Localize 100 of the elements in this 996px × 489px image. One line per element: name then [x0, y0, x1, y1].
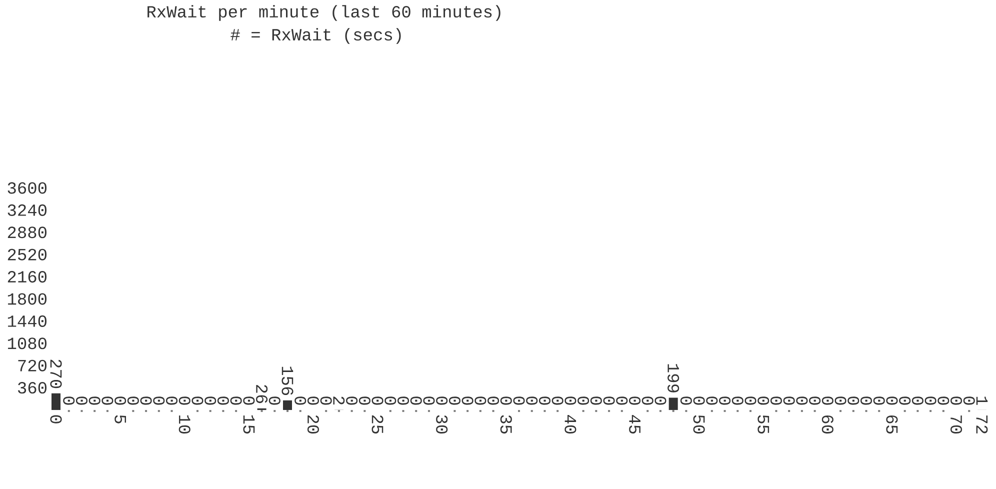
data-label: 26 — [256, 384, 268, 404]
y-tick-label: 2520 — [8, 248, 46, 260]
x-tick-label: 55 — [758, 415, 770, 434]
data-label: 0 — [744, 396, 756, 405]
data-label: 0 — [448, 396, 460, 405]
y-tick-label: 3600 — [8, 182, 46, 194]
data-label: 0 — [462, 396, 474, 405]
data-label: 0 — [732, 396, 744, 405]
x-tick-label: 72 — [976, 416, 988, 434]
data-label: 0 — [796, 396, 808, 405]
data-label: 0 — [886, 396, 898, 405]
data-label: 199 — [668, 364, 680, 392]
data-label: 0 — [706, 396, 718, 405]
data-label: 0 — [500, 396, 512, 405]
data-label: 2 — [333, 396, 345, 404]
data-label: 0 — [654, 396, 666, 405]
x-tick-label: 65 — [886, 415, 898, 434]
data-label: 0 — [230, 396, 242, 405]
data-label: 0 — [834, 396, 846, 405]
data-label: 0 — [88, 396, 100, 405]
x-tick-label: 20 — [307, 415, 319, 434]
data-label: 0 — [538, 396, 550, 405]
data-label: 0 — [526, 396, 538, 405]
x-tick-label: 40 — [564, 415, 576, 434]
data-label: 0 — [873, 396, 885, 405]
bar — [52, 393, 61, 410]
y-tick-label: 2160 — [8, 271, 46, 283]
data-label: 0 — [628, 396, 641, 405]
data-label: 0 — [860, 396, 872, 405]
data-label: 0 — [320, 396, 332, 405]
data-label: 0 — [384, 396, 396, 405]
data-label: 0 — [358, 396, 370, 405]
data-label: 0 — [127, 396, 139, 405]
y-tick-label: 1440 — [8, 315, 46, 327]
data-label: 0 — [616, 396, 628, 405]
x-tick-label: 5 — [114, 415, 126, 424]
data-label: 0 — [192, 396, 204, 405]
data-label: 0 — [436, 396, 448, 405]
x-tick-label: 0 — [50, 415, 62, 424]
data-label: 0 — [603, 396, 615, 405]
data-label: 156 — [282, 366, 294, 396]
data-label: 0 — [809, 396, 821, 405]
data-label: 0 — [488, 396, 500, 405]
data-label: 0 — [372, 396, 384, 405]
data-label: 0 — [963, 396, 975, 405]
data-label: 270 — [50, 360, 62, 388]
data-label: 0 — [924, 396, 936, 405]
data-label: 0 — [346, 396, 358, 405]
data-label: 0 — [474, 396, 486, 405]
data-label: 0 — [140, 396, 152, 405]
y-tick-label: 1080 — [8, 338, 46, 350]
chart-subtitle: # = RxWait (secs) — [230, 28, 401, 44]
data-label: 0 — [552, 396, 564, 405]
data-label: 0 — [912, 396, 924, 405]
y-tick-label: 2880 — [8, 226, 46, 238]
data-label: 0 — [693, 396, 705, 405]
data-label: 0 — [950, 396, 962, 405]
x-tick-label: 10 — [178, 415, 190, 434]
x-tick-label: 50 — [693, 415, 705, 434]
data-label: 0 — [268, 396, 280, 405]
data-label: 0 — [423, 396, 435, 405]
data-label: 0 — [899, 396, 911, 405]
data-label: 0 — [564, 396, 576, 405]
chart-title: RxWait per minute (last 60 minutes) — [148, 5, 500, 21]
x-tick-label: 35 — [500, 415, 512, 434]
data-label: 0 — [217, 396, 229, 405]
data-label: 0 — [848, 396, 860, 405]
data-label: 0 — [63, 396, 75, 405]
data-label: 0 — [822, 396, 834, 405]
y-tick-label: 3240 — [8, 204, 46, 216]
data-label: 0 — [783, 396, 795, 405]
data-label: 0 — [178, 396, 190, 405]
y-tick-label: 720 — [18, 360, 46, 372]
data-label: 0 — [513, 396, 525, 405]
bar — [283, 400, 292, 410]
x-tick-label: 25 — [372, 415, 384, 434]
x-tick-label: 70 — [950, 416, 962, 434]
data-label: 0 — [307, 396, 319, 405]
data-label: 0 — [76, 396, 88, 405]
data-label: 0 — [166, 396, 178, 405]
x-tick-label: 30 — [436, 415, 448, 434]
data-label: 0 — [397, 396, 410, 405]
data-label: 0 — [294, 396, 306, 405]
data-label: 0 — [770, 396, 782, 405]
data-label: 1 — [976, 396, 988, 405]
data-label: 0 — [114, 396, 126, 405]
data-label: 0 — [243, 396, 255, 405]
data-label: 0 — [938, 396, 950, 405]
x-tick-label: 60 — [822, 415, 834, 434]
data-label: 0 — [410, 396, 422, 405]
x-tick-label: 15 — [243, 415, 255, 434]
data-label: 0 — [719, 396, 731, 405]
data-label: 0 — [578, 396, 590, 405]
data-label: 0 — [642, 396, 654, 405]
data-label: 0 — [680, 396, 692, 405]
data-label: 0 — [153, 396, 165, 405]
y-tick-label: 1800 — [8, 293, 46, 305]
data-label: 0 — [590, 396, 602, 405]
data-label: 0 — [102, 396, 114, 405]
x-tick-label: 45 — [629, 415, 640, 434]
